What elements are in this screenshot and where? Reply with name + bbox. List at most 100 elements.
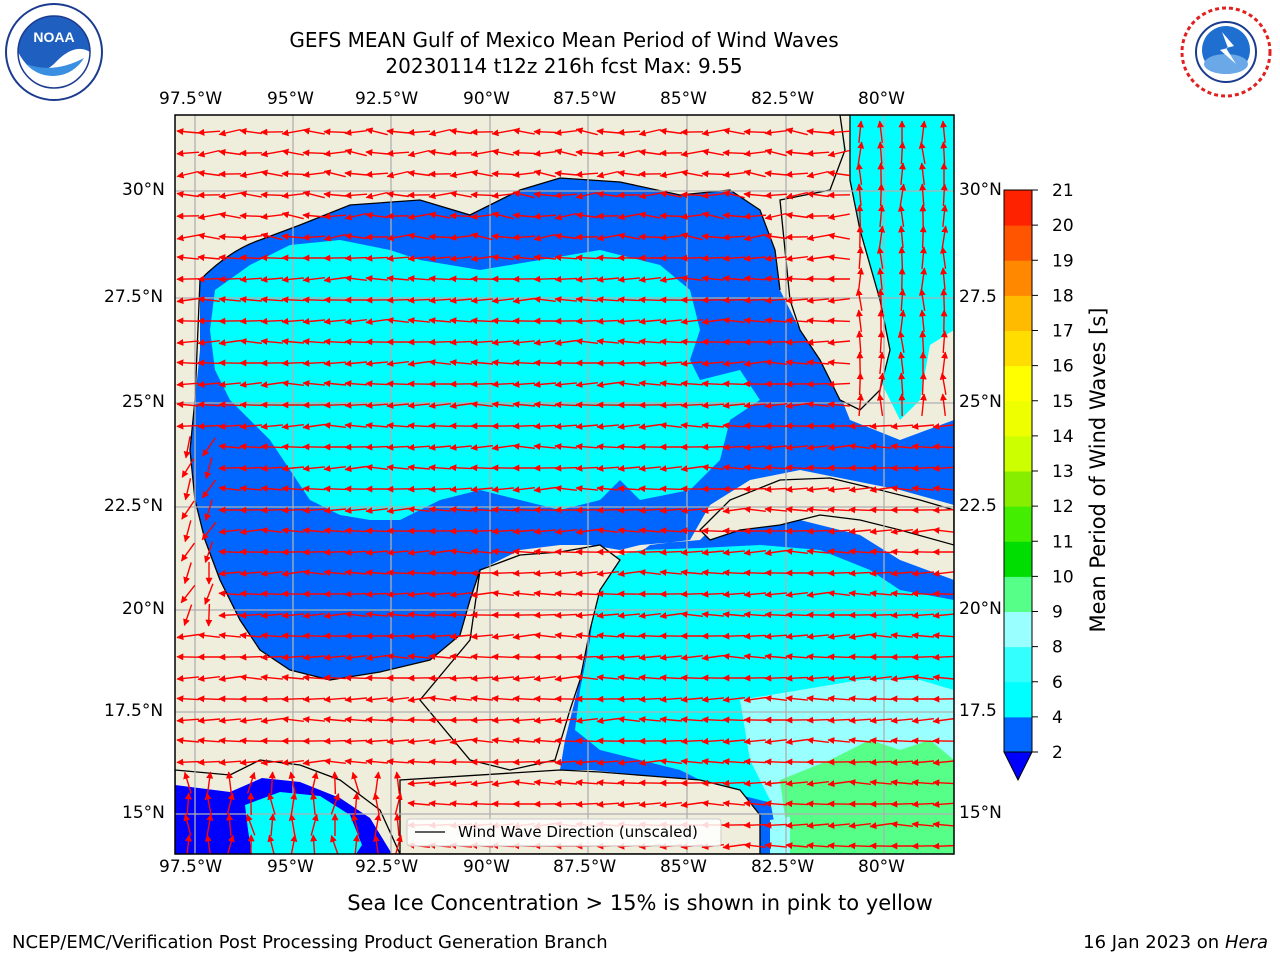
wind-wave-arrow [260, 213, 283, 221]
wind-wave-arrow [869, 443, 892, 451]
wind-wave-arrow [428, 317, 452, 325]
wind-wave-arrow [239, 317, 263, 325]
wind-wave-arrow [659, 801, 682, 809]
wind-wave-arrow [428, 402, 451, 410]
wind-wave-arrow [386, 422, 410, 430]
wind-wave-arrow [827, 128, 851, 136]
wind-wave-arrow [722, 360, 745, 368]
wind-wave-arrow [428, 296, 452, 304]
wind-wave-arrow [827, 401, 850, 409]
wind-wave-arrow [323, 737, 347, 745]
wind-wave-arrow [365, 191, 388, 200]
wind-wave-arrow [201, 479, 217, 499]
wind-wave-arrow [743, 569, 767, 577]
wind-wave-arrow [848, 778, 871, 786]
wind-wave-arrow [806, 485, 830, 493]
wind-wave-arrow [806, 380, 830, 388]
wind-wave-arrow [848, 633, 871, 641]
wind-wave-arrow [365, 527, 389, 535]
wind-wave-arrow [827, 548, 851, 556]
wind-wave-arrow [428, 506, 451, 514]
wind-wave-arrow [941, 351, 949, 374]
wind-wave-arrow [701, 799, 724, 807]
wind-wave-arrow [470, 400, 493, 408]
wind-wave-arrow [701, 507, 724, 515]
wind-wave-arrow [533, 590, 557, 598]
wind-wave-arrow [596, 800, 620, 808]
wind-wave-arrow [407, 360, 430, 368]
wind-wave-arrow [227, 834, 235, 854]
colorbar-tick-label: 12 [1052, 497, 1074, 517]
wind-wave-arrow [638, 506, 662, 514]
wind-wave-arrow [898, 225, 906, 249]
wind-wave-arrow [869, 758, 893, 766]
wind-wave-arrow [785, 170, 809, 178]
wind-wave-arrow [911, 590, 935, 598]
wind-wave-arrow [827, 695, 851, 703]
wind-wave-arrow [184, 792, 192, 816]
wind-wave-arrow [806, 338, 830, 346]
wind-wave-arrow [428, 254, 451, 262]
wind-wave-arrow [596, 317, 620, 325]
wind-wave-arrow [554, 779, 578, 787]
wind-wave-arrow [659, 276, 682, 284]
colorbar-segment [1004, 716, 1032, 753]
wind-wave-arrow [365, 127, 388, 136]
wind-wave-arrow [617, 464, 641, 472]
wind-wave-arrow [533, 233, 556, 242]
wind-wave-arrow [827, 380, 851, 388]
wind-wave-arrow [897, 351, 905, 374]
wind-wave-arrow [344, 359, 368, 367]
wind-wave-arrow [743, 590, 767, 598]
wind-wave-arrow [806, 527, 830, 535]
lat-label-right: 20°N [959, 599, 1002, 619]
wind-wave-arrow [344, 129, 367, 137]
colorbar-tick-label: 9 [1052, 603, 1063, 623]
wind-wave-arrow [218, 275, 242, 283]
wind-wave-arrow [596, 149, 620, 157]
wind-wave-arrow [722, 275, 746, 283]
wind-wave-arrow [680, 318, 703, 326]
chart-subtitle: 20230114 t12z 216h fcst Max: 9.55 [385, 54, 743, 78]
wind-wave-arrow [617, 800, 641, 808]
wind-wave-arrow [680, 527, 704, 535]
wind-wave-arrow [512, 527, 536, 535]
wind-wave-arrow [722, 401, 746, 409]
wind-wave-arrow [785, 547, 808, 555]
wind-wave-arrow [533, 295, 556, 303]
wind-wave-arrow [877, 204, 885, 228]
wind-wave-arrow [386, 507, 409, 515]
lon-label-top: 92.5°W [355, 89, 419, 109]
wind-wave-arrow [407, 569, 431, 577]
wind-wave-arrow [638, 485, 662, 493]
wind-wave-arrow [197, 675, 220, 683]
wind-wave-arrow [470, 444, 493, 452]
wind-wave-arrow [722, 422, 746, 430]
wind-wave-arrow [932, 485, 954, 493]
wind-wave-arrow [848, 842, 872, 850]
wind-wave-arrow [260, 150, 283, 158]
wind-wave-arrow [344, 254, 368, 262]
wind-wave-arrow [491, 211, 514, 220]
wind-wave-arrow [533, 675, 556, 683]
wind-wave-arrow [764, 549, 787, 557]
wind-wave-arrow [533, 128, 557, 136]
wind-wave-arrow [554, 548, 578, 556]
wind-wave-arrow [428, 549, 451, 557]
wind-wave-arrow [407, 128, 431, 136]
wind-wave-arrow [575, 653, 599, 661]
wind-wave-arrow [785, 443, 808, 451]
wind-wave-arrow [246, 814, 256, 836]
wind-wave-arrow [323, 191, 347, 199]
wind-wave-arrow [898, 372, 906, 396]
wind-wave-arrow [176, 737, 200, 745]
wind-wave-arrow [848, 569, 872, 577]
wind-wave-arrow [206, 771, 214, 794]
wind-wave-arrow [470, 485, 494, 493]
wind-wave-arrow [722, 590, 746, 598]
colorbar-tick-label: 13 [1052, 462, 1074, 482]
noaa-logo-icon: NOAA [4, 2, 104, 102]
wind-wave-arrow [218, 548, 242, 556]
wind-wave-arrow [395, 834, 403, 854]
wind-wave-arrow [181, 500, 195, 520]
